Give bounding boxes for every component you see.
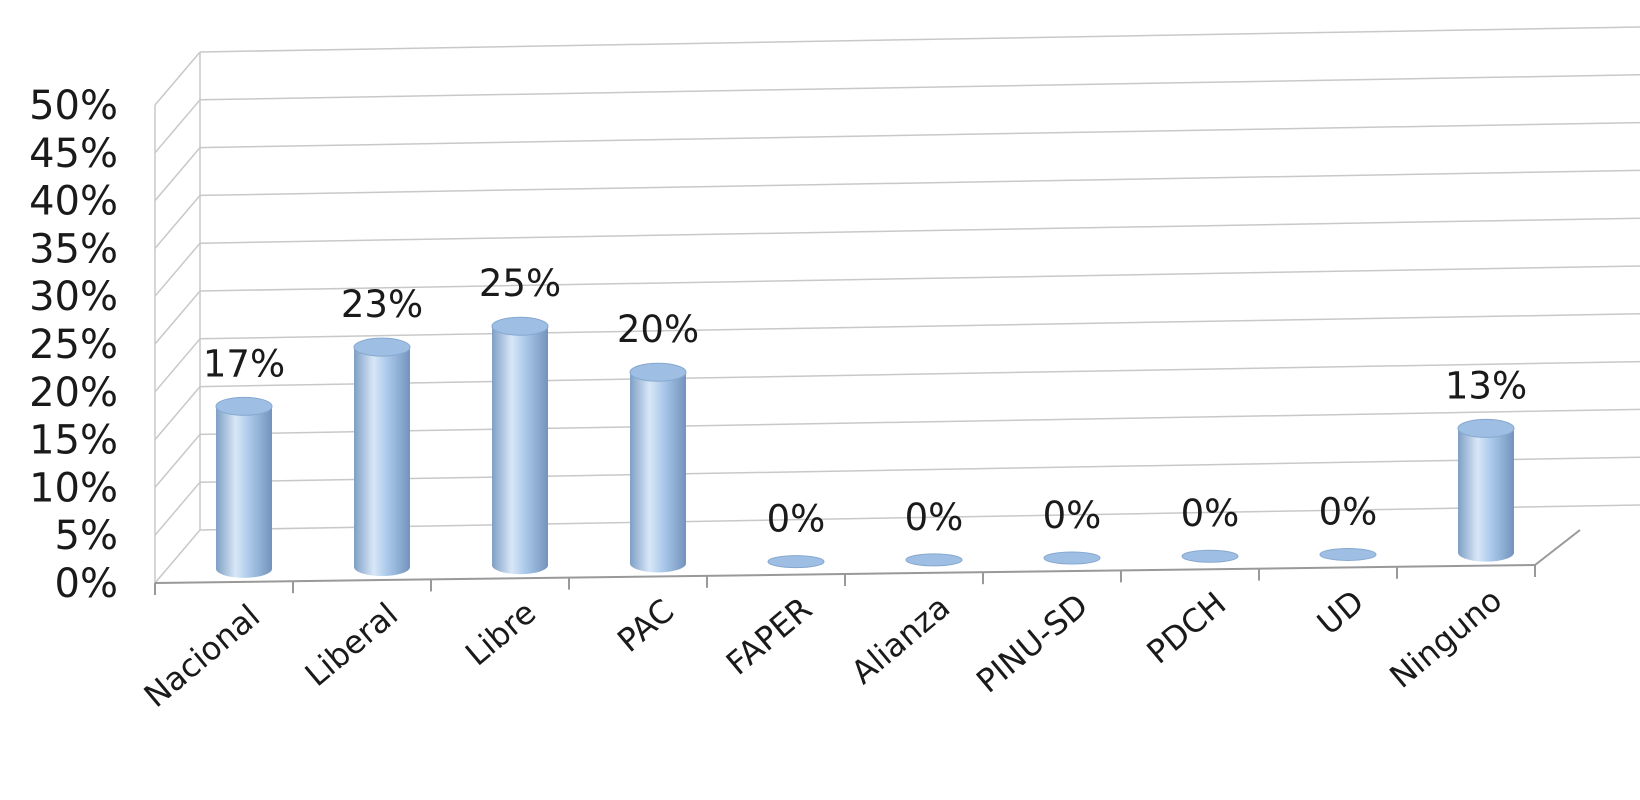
bar-top	[215, 396, 273, 416]
category-label: Libre	[458, 593, 543, 673]
bar-top	[1181, 549, 1239, 563]
data-label: 0%	[1181, 492, 1240, 535]
y-tick-label: 20%	[29, 370, 118, 416]
bar-top	[491, 316, 549, 336]
bar-body	[1458, 428, 1514, 562]
bar-top	[1457, 418, 1515, 438]
category-label: PDCH	[1140, 584, 1234, 671]
gridline-depth	[154, 529, 201, 584]
gridline-depth	[154, 433, 201, 488]
y-tick-label: 0%	[55, 561, 118, 607]
category-label: Liberal	[298, 595, 405, 694]
gridline	[199, 169, 1640, 197]
category-label: PINU-SD	[969, 586, 1095, 700]
y-tick-label: 45%	[29, 131, 118, 177]
data-label: 23%	[341, 283, 423, 326]
data-label: 0%	[905, 496, 964, 539]
bar-body	[216, 406, 272, 578]
category-label: Ninguno	[1382, 581, 1509, 696]
gridline	[199, 408, 1640, 436]
gridline-depth	[154, 242, 201, 297]
gridline-depth	[154, 386, 201, 441]
gridline	[199, 121, 1640, 149]
bar-pdch	[1181, 549, 1239, 563]
gridlines	[154, 26, 1640, 584]
y-tick-label: 10%	[29, 465, 118, 511]
gridline-depth	[154, 194, 201, 249]
bar-ud	[1319, 547, 1377, 561]
bar-liberal	[353, 337, 411, 577]
data-label: 0%	[767, 498, 826, 541]
gridline	[199, 456, 1640, 483]
bar-top	[767, 555, 825, 569]
gridline-depth	[154, 290, 201, 345]
y-tick-label: 15%	[29, 418, 118, 464]
category-label: PAC	[610, 591, 681, 659]
data-label: 13%	[1445, 364, 1527, 407]
bar-top	[905, 553, 963, 567]
y-tick-label: 25%	[29, 322, 118, 368]
gridline-depth	[154, 338, 201, 393]
category-label: UD	[1310, 582, 1371, 642]
y-tick-label: 30%	[29, 274, 118, 320]
gridline	[199, 217, 1640, 244]
category-label: Nacional	[137, 597, 267, 715]
data-label: 0%	[1043, 494, 1102, 537]
category-label: Alianza	[844, 588, 957, 692]
bar-libre	[491, 316, 549, 575]
bar-top	[629, 362, 687, 382]
bar-body	[630, 372, 686, 573]
category-label: FAPER	[719, 590, 819, 683]
bar-top	[353, 337, 411, 357]
bar-top	[1319, 547, 1377, 561]
x-axis-category-labels: Nacional Liberal Libre PAC FAPER Alianza PINU-…	[137, 581, 1509, 715]
y-tick-label: 40%	[29, 179, 118, 225]
y-axis-tick-labels: 0%5%10%15%20%25%30%35%40%45%50%	[29, 83, 118, 607]
data-label: 20%	[617, 308, 699, 351]
axes	[154, 52, 1581, 595]
data-label: 17%	[203, 342, 285, 385]
bar-body	[354, 347, 410, 577]
gridline-depth	[154, 99, 201, 154]
gridline	[199, 504, 1640, 531]
bar-top	[1043, 551, 1101, 565]
gridline	[199, 26, 1640, 53]
data-label: 0%	[1319, 490, 1378, 533]
bar-faper	[767, 555, 825, 569]
bar-nacional	[215, 396, 273, 578]
y-tick-label: 35%	[29, 226, 118, 272]
gridline	[199, 74, 1640, 101]
bar-ninguno	[1457, 418, 1515, 562]
bar-pinu-sd	[1043, 551, 1101, 565]
bar-pac	[629, 362, 687, 573]
gridline	[199, 313, 1640, 340]
bar-alianza	[905, 553, 963, 567]
y-tick-label: 5%	[55, 513, 118, 559]
bars	[215, 316, 1515, 578]
data-label: 25%	[479, 262, 561, 305]
data-labels: 17% 23% 25% 20% 0% 0% 0% 0% 0% 13%	[203, 262, 1527, 540]
gridline	[199, 265, 1640, 292]
gridline-depth	[154, 481, 201, 536]
y-tick-label: 50%	[29, 83, 118, 129]
gridline-depth	[154, 51, 201, 106]
gridline	[199, 360, 1640, 388]
bar-body	[492, 326, 549, 575]
floor-right-edge	[1534, 529, 1581, 566]
gridline-depth	[154, 147, 201, 202]
